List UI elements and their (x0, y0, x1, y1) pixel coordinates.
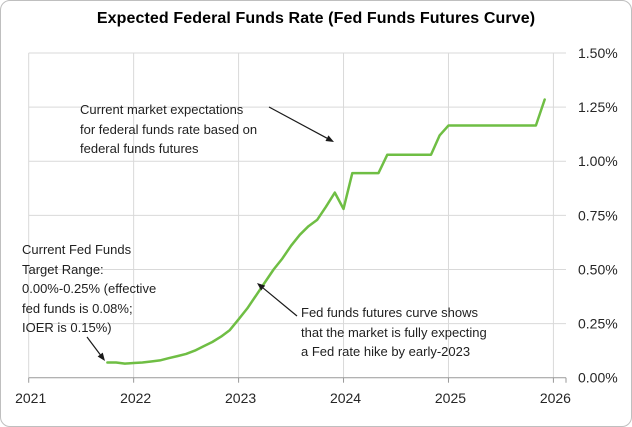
y-tick-label: 0.00% (578, 370, 618, 386)
futures-curve-series (106, 98, 546, 365)
y-tick-label: 1.50% (578, 45, 618, 61)
x-tick-label: 2024 (330, 390, 361, 406)
annotation-line: that the market is fully expecting (301, 324, 487, 340)
x-tick-label: 2022 (120, 390, 151, 406)
annotation-line: federal funds futures (80, 141, 199, 156)
annotation-line: a Fed rate hike by early-2023 (301, 344, 471, 359)
annotation-rate-hike-expectation: Fed funds futures curve shows that the m… (301, 303, 487, 362)
y-tick-label: 1.00% (578, 153, 618, 169)
annotation-arrowhead (325, 135, 334, 142)
annotation-line: fed funds is 0.08%; (22, 300, 133, 316)
x-tick-label: 2025 (435, 390, 466, 406)
annotation-arrow-line (268, 106, 328, 139)
annotation-arrowhead (97, 352, 105, 361)
annotation-line: for federal funds rate based on (80, 121, 258, 137)
annotation-line: Fed funds futures curve shows (301, 305, 479, 320)
x-tick-label: 2026 (540, 390, 571, 406)
annotation-arrow-line (262, 287, 298, 317)
annotation-line: Current market expectations (80, 102, 244, 117)
annotation-current-target-range: Current Fed Funds Target Range: 0.00%-0.… (22, 240, 156, 338)
y-tick-label: 0.50% (578, 261, 618, 277)
y-tick-label: 0.75% (578, 207, 618, 223)
annotation-line: Current Fed Funds (22, 242, 132, 257)
chart-title: Expected Federal Funds Rate (Fed Funds F… (96, 10, 536, 27)
annotation-line: Target Range: (22, 261, 104, 277)
annotation-line: 0.00%-0.25% (effective (22, 281, 157, 296)
annotation-arrow-line (86, 336, 101, 355)
y-tick-label: 1.25% (578, 99, 618, 115)
annotation-arrowhead (257, 283, 266, 291)
y-tick-label: 0.25% (578, 316, 618, 332)
x-tick-label: 2021 (15, 390, 46, 406)
annotation-market-expectations: Current market expectations for federal … (80, 100, 257, 159)
annotation-line: IOER is 0.15%) (22, 320, 112, 335)
x-tick-label: 2023 (225, 390, 256, 406)
